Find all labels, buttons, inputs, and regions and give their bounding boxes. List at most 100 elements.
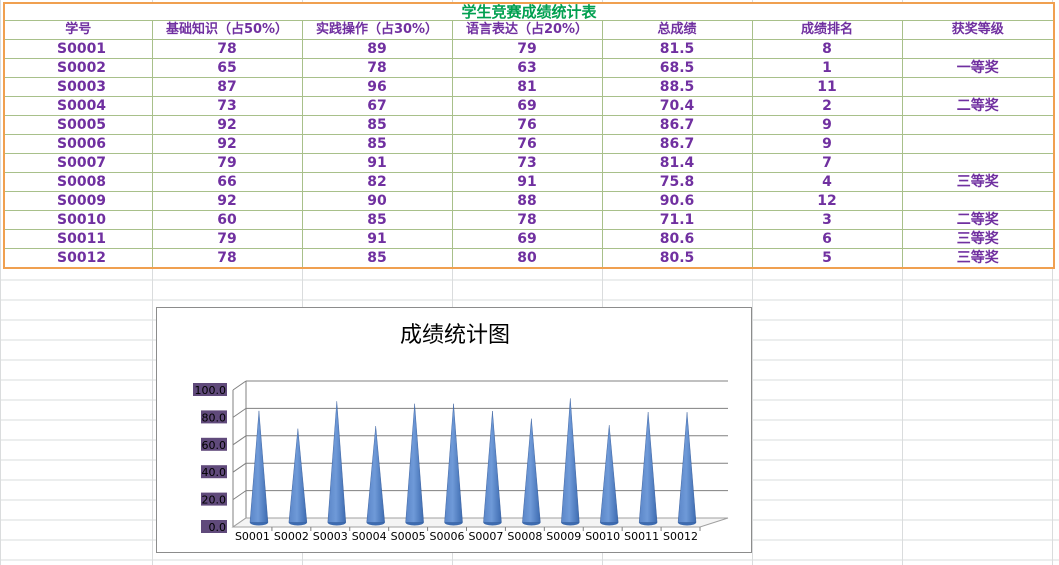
score-chart[interactable]: 成绩统计图 0.0 20.0 40.0 60.0 80.0 100.0 S0001 S0002 S…	[156, 307, 752, 553]
table-cell[interactable]: S0012	[3, 248, 153, 269]
table-cell[interactable]: 66	[151, 172, 303, 192]
column-header[interactable]: 总成绩	[601, 20, 753, 40]
table-cell[interactable]: 11	[751, 77, 903, 97]
column-header[interactable]: 实践操作（占30%）	[301, 20, 453, 40]
table-cell[interactable]: 三等奖	[901, 172, 1055, 192]
table-cell[interactable]: 68.5	[601, 58, 753, 78]
column-header[interactable]: 学号	[3, 20, 153, 40]
table-cell[interactable]: S0001	[3, 39, 153, 59]
table-cell[interactable]: 69	[451, 229, 603, 249]
table-cell[interactable]: S0004	[3, 96, 153, 116]
table-cell[interactable]: 9	[751, 134, 903, 154]
title-row: 学生竞赛成绩统计表	[3, 2, 1055, 21]
table-cell[interactable]: S0006	[3, 134, 153, 154]
table-cell[interactable]: 76	[451, 115, 603, 135]
table-cell[interactable]: 73	[151, 96, 303, 116]
table-cell[interactable]: S0002	[3, 58, 153, 78]
table-cell[interactable]: 3	[751, 210, 903, 230]
table-cell[interactable]	[901, 39, 1055, 59]
table-cell[interactable]: 80.6	[601, 229, 753, 249]
table-cell[interactable]: 78	[301, 58, 453, 78]
table-cell[interactable]: 一等奖	[901, 58, 1055, 78]
table-cell[interactable]: 63	[451, 58, 603, 78]
table-cell[interactable]: 三等奖	[901, 229, 1055, 249]
table-cell[interactable]: 70.4	[601, 96, 753, 116]
table-cell[interactable]: S0007	[3, 153, 153, 173]
table-cell[interactable]: S0010	[3, 210, 153, 230]
table-cell[interactable]: 8	[751, 39, 903, 59]
table-cell[interactable]: 80.5	[601, 248, 753, 269]
table-cell[interactable]: 75.8	[601, 172, 753, 192]
table-cell[interactable]: 90.6	[601, 191, 753, 211]
table-cell[interactable]: S0011	[3, 229, 153, 249]
table-cell[interactable]: 90	[301, 191, 453, 211]
table-cell[interactable]: 二等奖	[901, 96, 1055, 116]
table-cell[interactable]	[901, 134, 1055, 154]
table-row: S0001 78 89 79 81.5 8	[3, 39, 1055, 59]
table-cell[interactable]: 78	[151, 248, 303, 269]
table-cell[interactable]: 87	[151, 77, 303, 97]
table-cell[interactable]: 92	[151, 191, 303, 211]
table-cell[interactable]	[901, 153, 1055, 173]
table-cell[interactable]: 67	[301, 96, 453, 116]
table-cell[interactable]: S0005	[3, 115, 153, 135]
table-cell[interactable]: 92	[151, 134, 303, 154]
table-cell[interactable]: 78	[151, 39, 303, 59]
table-cell[interactable]: 85	[301, 115, 453, 135]
x-category-label: S0010	[585, 530, 620, 543]
column-header[interactable]: 基础知识（占50%）	[151, 20, 303, 40]
table-cell[interactable]: 69	[451, 96, 603, 116]
table-cell[interactable]: 7	[751, 153, 903, 173]
table-cell[interactable]: 65	[151, 58, 303, 78]
table-cell[interactable]: 88.5	[601, 77, 753, 97]
column-header[interactable]: 语言表达（占20%）	[451, 20, 603, 40]
table-title[interactable]: 学生竞赛成绩统计表	[3, 2, 1055, 21]
table-cell[interactable]: 三等奖	[901, 248, 1055, 269]
table-cell[interactable]: 79	[151, 153, 303, 173]
table-cell[interactable]	[901, 77, 1055, 97]
table-cell[interactable]: 2	[751, 96, 903, 116]
table-cell[interactable]: 91	[301, 229, 453, 249]
table-cell[interactable]: 89	[301, 39, 453, 59]
table-cell[interactable]: 71.1	[601, 210, 753, 230]
table-cell[interactable]: 二等奖	[901, 210, 1055, 230]
table-cell[interactable]: S0008	[3, 172, 153, 192]
table-cell[interactable]: 60	[151, 210, 303, 230]
data-cone	[522, 418, 541, 523]
table-cell[interactable]: 86.7	[601, 115, 753, 135]
table-cell[interactable]: 91	[451, 172, 603, 192]
column-header[interactable]: 获奖等级	[901, 20, 1055, 40]
table-cell[interactable]: 96	[301, 77, 453, 97]
table-cell[interactable]: 79	[151, 229, 303, 249]
table-cell[interactable]: S0009	[3, 191, 153, 211]
data-cone	[288, 428, 308, 523]
table-cell[interactable]: 73	[451, 153, 603, 173]
table-cell[interactable]: S0003	[3, 77, 153, 97]
table-cell[interactable]: 1	[751, 58, 903, 78]
table-cell[interactable]: 86.7	[601, 134, 753, 154]
table-cell[interactable]: 80	[451, 248, 603, 269]
table-cell[interactable]	[901, 115, 1055, 135]
tick-label-bg	[201, 410, 227, 424]
x-category-label: S0012	[663, 530, 698, 543]
table-cell[interactable]: 6	[751, 229, 903, 249]
table-cell[interactable]: 88	[451, 191, 603, 211]
table-cell[interactable]: 85	[301, 134, 453, 154]
table-cell[interactable]: 81.4	[601, 153, 753, 173]
table-cell[interactable]: 4	[751, 172, 903, 192]
table-cell[interactable]: 12	[751, 191, 903, 211]
table-cell[interactable]: 5	[751, 248, 903, 269]
table-cell[interactable]: 81	[451, 77, 603, 97]
table-cell[interactable]: 9	[751, 115, 903, 135]
table-cell[interactable]: 91	[301, 153, 453, 173]
table-cell[interactable]: 85	[301, 210, 453, 230]
table-cell[interactable]: 78	[451, 210, 603, 230]
table-cell[interactable]: 82	[301, 172, 453, 192]
table-cell[interactable]: 85	[301, 248, 453, 269]
table-cell[interactable]: 81.5	[601, 39, 753, 59]
table-cell[interactable]	[901, 191, 1055, 211]
column-header[interactable]: 成绩排名	[751, 20, 903, 40]
table-cell[interactable]: 92	[151, 115, 303, 135]
table-cell[interactable]: 76	[451, 134, 603, 154]
table-cell[interactable]: 79	[451, 39, 603, 59]
